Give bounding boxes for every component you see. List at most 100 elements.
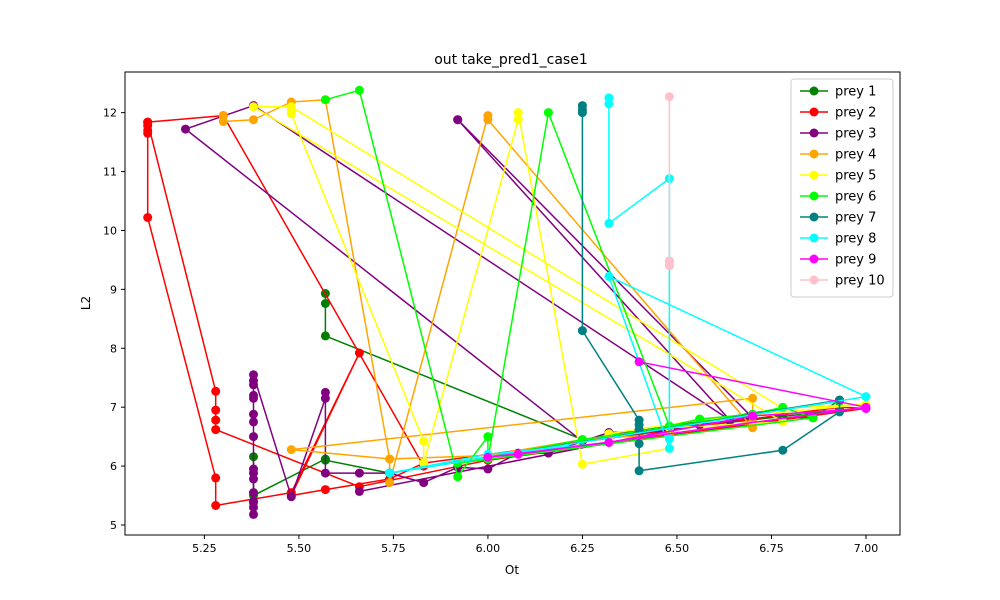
data-point	[211, 386, 221, 396]
series-10	[664, 92, 674, 271]
legend-swatch-marker	[809, 275, 819, 285]
legend-item: prey 2	[800, 106, 876, 121]
y-tick-label: 6	[110, 460, 117, 473]
legend-label: prey 3	[835, 127, 876, 142]
legend-label: prey 8	[835, 232, 876, 247]
data-point	[249, 464, 258, 474]
series-line	[184, 104, 754, 515]
data-point	[483, 115, 493, 125]
data-point	[249, 102, 258, 112]
data-point	[861, 403, 871, 413]
x-tick-label: 5.25	[192, 542, 217, 555]
plot-frame	[124, 71, 901, 536]
data-point	[634, 466, 644, 476]
legend-label: prey 10	[835, 274, 885, 289]
data-point	[513, 449, 523, 459]
data-point	[354, 468, 364, 478]
data-point	[861, 392, 871, 402]
legend-item: prey 5	[800, 169, 876, 184]
y-tick-label: 8	[110, 342, 117, 355]
y-axis-label: L2	[79, 296, 93, 310]
data-point	[320, 485, 330, 495]
data-point	[249, 115, 258, 125]
data-point	[778, 445, 788, 455]
legend-swatch-marker	[809, 149, 819, 159]
y-tick-label: 11	[103, 166, 117, 179]
legend-item: prey 9	[800, 253, 876, 268]
data-point	[604, 271, 614, 281]
data-point	[249, 496, 258, 506]
data-point	[543, 108, 553, 118]
data-point	[249, 509, 258, 519]
legend-swatch-marker	[809, 191, 819, 201]
x-tick-label: 6.75	[759, 542, 784, 555]
data-point	[419, 478, 429, 488]
data-point	[211, 473, 221, 483]
data-point	[249, 390, 258, 400]
data-point	[354, 348, 364, 358]
data-point	[664, 434, 674, 444]
legend-item: prey 8	[800, 232, 876, 247]
x-tick-label: 5.50	[287, 542, 312, 555]
data-point	[211, 425, 221, 435]
legend-label: prey 9	[835, 253, 876, 268]
legend-label: prey 6	[835, 190, 876, 205]
data-point	[483, 464, 493, 474]
data-point	[748, 393, 758, 403]
legend-label: prey 5	[835, 169, 876, 184]
data-point	[634, 425, 644, 435]
data-point	[320, 299, 330, 308]
x-tick-label: 5.75	[381, 542, 406, 555]
x-tick-label: 6.50	[665, 542, 690, 555]
data-point	[634, 357, 644, 367]
x-tick-label: 6.00	[476, 542, 501, 555]
data-point	[218, 117, 228, 126]
legend-swatch-marker	[809, 254, 819, 264]
legend-swatch-marker	[809, 170, 819, 180]
data-point	[577, 459, 587, 469]
data-point	[211, 415, 221, 425]
x-tick-label: 6.25	[570, 542, 595, 555]
series-layer	[143, 85, 871, 519]
data-point	[483, 452, 493, 462]
data-point	[143, 213, 153, 222]
data-point	[664, 443, 674, 453]
legend-swatch-marker	[809, 107, 819, 117]
y-tick-label: 5	[110, 519, 117, 532]
data-point	[604, 99, 614, 109]
data-point	[577, 326, 587, 336]
data-point	[249, 417, 258, 427]
data-point	[354, 85, 364, 95]
data-point	[664, 256, 674, 266]
legend-item: prey 3	[800, 127, 876, 142]
legend-item: prey 10	[800, 274, 885, 289]
data-point	[604, 438, 614, 447]
x-axis-label: Ot	[505, 563, 519, 577]
legend-label: prey 1	[835, 85, 876, 100]
y-tick-label: 9	[110, 283, 117, 296]
data-point	[664, 92, 674, 102]
data-point	[385, 454, 395, 464]
legend-swatch-marker	[809, 128, 819, 138]
data-point	[249, 488, 258, 498]
data-point	[483, 432, 493, 442]
data-point	[249, 432, 258, 442]
data-point	[320, 387, 330, 397]
data-point	[577, 108, 587, 118]
data-point	[286, 109, 296, 119]
data-point	[634, 439, 644, 449]
data-point	[143, 117, 153, 127]
series-line	[388, 97, 867, 474]
x-axis-ticks: 5.25 5.50 5.75 6.00 6.25 6.50 6.75 7.00	[192, 535, 878, 555]
data-point	[385, 468, 395, 478]
y-tick-label: 10	[103, 224, 117, 237]
data-point	[385, 478, 395, 488]
data-point	[286, 102, 296, 112]
data-point	[748, 411, 758, 421]
legend-item: prey 4	[800, 148, 876, 163]
legend: prey 1 prey 2 prey 3 prey 4 prey 5 prey 6 prey…	[790, 78, 894, 298]
data-point	[419, 436, 429, 446]
series-9	[483, 357, 871, 462]
data-point	[249, 370, 258, 380]
